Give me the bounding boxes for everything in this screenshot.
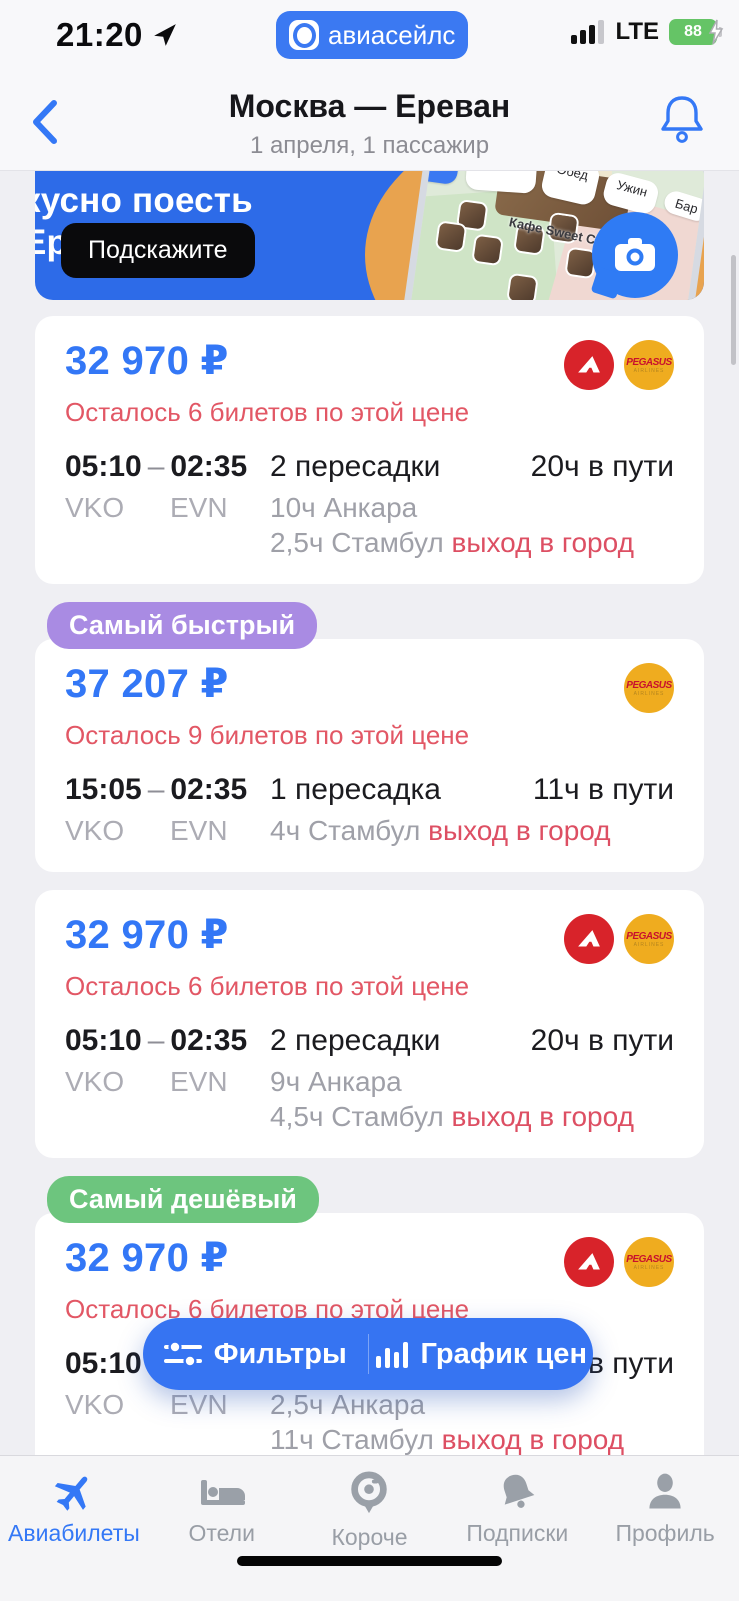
flight-times: 05:10–02:35 <box>65 450 248 483</box>
top-chrome: 21:20 авиасейлс LTE 88 Москва — Ереван 1… <box>0 0 739 171</box>
scarcity-note: Осталось 6 билетов по этой цене <box>65 971 470 1001</box>
layover-info: 4ч Стамбул выход в город <box>270 815 611 846</box>
status-time: 21:20 <box>56 16 143 53</box>
pegasus-airline-logo: PEGASUS AIRLINES <box>624 914 674 964</box>
signal-bars-icon <box>571 20 605 44</box>
ticket-price: 32 970 ₽ <box>65 339 229 383</box>
tab-label: Авиабилеты <box>8 1520 140 1546</box>
airport-codes: VKO EVN <box>65 1389 228 1420</box>
plane-icon <box>54 1476 88 1511</box>
banner-suggest-button[interactable]: Подскажите <box>61 223 255 278</box>
tab-profile[interactable]: Профиль <box>591 1456 739 1601</box>
pegasus-airline-logo: PEGASUS AIRLINES <box>624 663 674 713</box>
location-arrow-icon <box>154 24 176 46</box>
tab-shorts[interactable]: Короче <box>296 1456 444 1601</box>
tab-label: Подписки <box>466 1520 569 1546</box>
layover-info: 9ч Анкара 4,5ч Стамбул выход в город <box>270 1066 634 1132</box>
app-pill-label: авиасейлс <box>328 19 456 50</box>
stops-count: 2 пересадки <box>270 450 441 483</box>
camera-pin-icon <box>351 1471 388 1514</box>
scroll-indicator[interactable] <box>731 255 736 365</box>
tab-hotels[interactable]: Отели <box>148 1456 296 1601</box>
scarcity-note: Осталось 9 билетов по этой цене <box>65 720 470 750</box>
promo-banner[interactable]: Кафе Sweet Coast Все Завтрак Обед Ужин Б… <box>35 170 704 300</box>
ticket-card[interactable]: 32 970 ₽ PEGASUS AIRLINES Осталось 6 биле… <box>35 890 704 1158</box>
aviasales-logo-icon <box>289 20 319 50</box>
bell-icon <box>503 1474 535 1508</box>
ticket-price: 37 207 ₽ <box>65 662 229 706</box>
scarcity-note: Осталось 6 билетов по этой цене <box>65 397 470 427</box>
cheapest-badge: Самый дешёвый <box>47 1176 319 1223</box>
ticket-card[interactable]: 32 970 ₽ PEGASUS AIRLINES Осталось 6 биле… <box>35 316 704 584</box>
airport-codes: VKO EVN <box>65 815 228 846</box>
filters-label: Фильтры <box>213 1337 347 1370</box>
airport-codes: VKO EVN <box>65 492 228 523</box>
notifications-bell-icon[interactable] <box>659 92 705 144</box>
layover-info: 2,5ч Анкара 11ч Стамбул выход в город <box>270 1389 625 1455</box>
trip-duration: 20ч в пути <box>530 1024 674 1057</box>
trip-duration: 11ч в пути <box>532 773 674 806</box>
tab-label: Короче <box>331 1524 408 1550</box>
results-scroll-area[interactable]: Кафе Sweet Coast Все Завтрак Обед Ужин Б… <box>0 170 739 1455</box>
bottom-tab-bar: Авиабилеты Отели Короче Подписки Профиль <box>0 1455 739 1601</box>
pegasus-airline-logo: PEGASUS AIRLINES <box>624 340 674 390</box>
tab-label: Отели <box>188 1520 255 1546</box>
ticket-price: 32 970 ₽ <box>65 913 229 957</box>
ticket-price: 32 970 ₽ <box>65 1236 229 1280</box>
flight-times: 15:05–02:35 <box>65 773 248 806</box>
azimut-airline-logo <box>564 914 614 964</box>
filters-icon <box>163 1340 202 1368</box>
trip-duration: 20ч в пути <box>530 450 674 483</box>
airport-codes: VKO EVN <box>65 1066 228 1097</box>
fastest-badge: Самый быстрый <box>47 602 318 649</box>
navigation-header: Москва — Ереван 1 апреля, 1 пассажир <box>0 70 739 170</box>
battery-percent: 88 <box>684 23 702 40</box>
home-indicator[interactable] <box>237 1556 502 1566</box>
floating-action-pill: Фильтры График цен <box>143 1318 593 1390</box>
layover-info: 10ч Анкара 2,5ч Стамбул выход в город <box>270 492 634 558</box>
price-chart-button[interactable]: График цен <box>369 1318 594 1390</box>
status-bar: 21:20 авиасейлс LTE 88 <box>0 0 739 70</box>
ticket-4: Самый дешёвый 32 970 ₽ PEGASUS AIRLINES О… <box>35 1176 704 1455</box>
page-title: Москва — Ереван <box>228 88 511 124</box>
app-banner-pill[interactable]: авиасейлс <box>276 11 469 59</box>
ticket-2: Самый быстрый 37 207 ₽ PEGASUS AIRLINES О… <box>35 602 704 872</box>
pegasus-airline-logo: PEGASUS AIRLINES <box>624 1237 674 1287</box>
azimut-airline-logo <box>564 1237 614 1287</box>
tab-subscriptions[interactable]: Подписки <box>443 1456 591 1601</box>
ticket-1: 32 970 ₽ PEGASUS AIRLINES Осталось 6 биле… <box>35 316 704 584</box>
camera-pin-icon <box>592 212 678 298</box>
battery-indicator: 88 <box>669 19 724 45</box>
page-subtitle: 1 апреля, 1 пассажир <box>249 132 490 159</box>
filters-button[interactable]: Фильтры <box>143 1318 368 1390</box>
tab-flights[interactable]: Авиабилеты <box>0 1456 148 1601</box>
pill-divider <box>367 1334 369 1374</box>
flight-times: 05:10–02:35 <box>65 1024 248 1057</box>
back-button[interactable] <box>24 96 68 148</box>
bed-icon <box>200 1480 245 1505</box>
person-icon <box>649 1473 681 1509</box>
charging-bolt-icon <box>708 19 724 45</box>
azimut-airline-logo <box>564 340 614 390</box>
price-chart-label: График цен <box>420 1337 587 1370</box>
stops-count: 1 пересадка <box>270 773 441 806</box>
ticket-3: 32 970 ₽ PEGASUS AIRLINES Осталось 6 биле… <box>35 890 704 1158</box>
map-pill-breakfast[interactable]: Завтрак <box>465 170 539 194</box>
stops-count: 2 пересадки <box>270 1024 441 1057</box>
ticket-card[interactable]: 37 207 ₽ PEGASUS AIRLINES Осталось 9 биле… <box>35 639 704 872</box>
network-type: LTE <box>615 18 659 45</box>
bar-chart-icon <box>375 1342 408 1368</box>
tab-label: Профиль <box>615 1520 715 1546</box>
